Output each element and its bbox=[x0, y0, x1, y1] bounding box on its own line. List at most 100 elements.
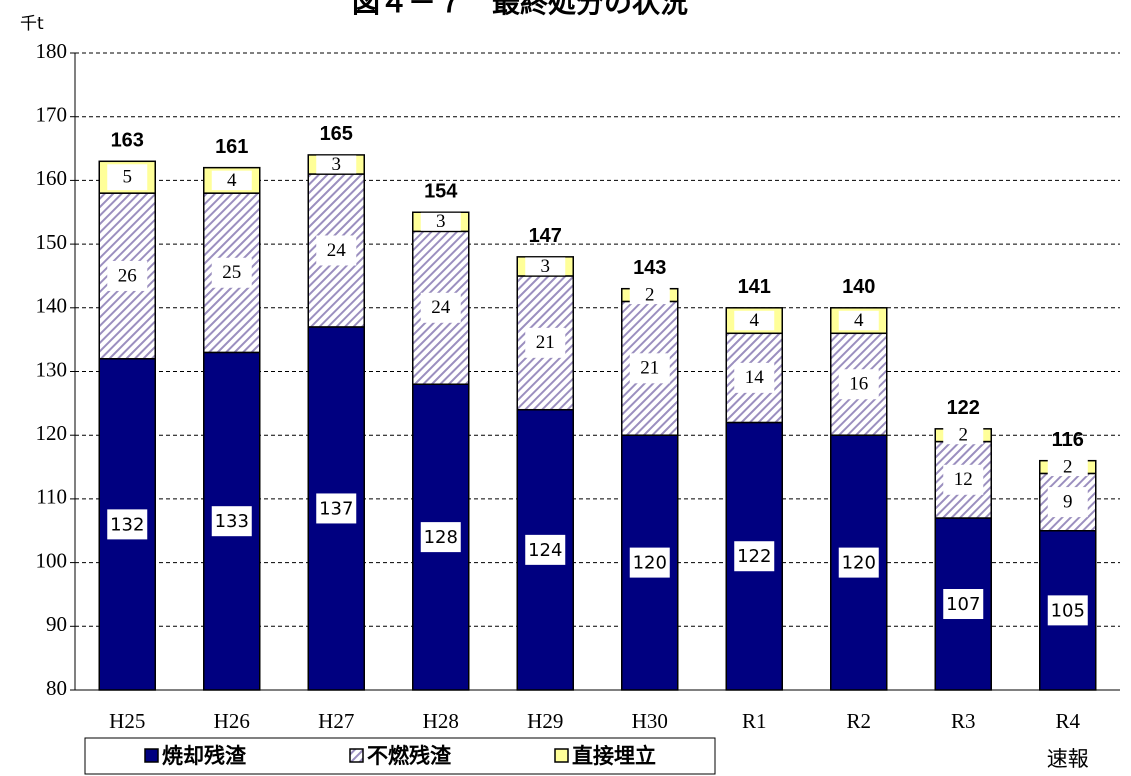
total-label: 161 bbox=[215, 136, 248, 158]
total-label: 116 bbox=[1052, 429, 1084, 451]
value-label-box bbox=[107, 260, 148, 291]
value-label: 4 bbox=[854, 310, 864, 331]
x-tick-label: R3 bbox=[951, 709, 976, 733]
value-label: 3 bbox=[436, 211, 446, 232]
value-label: 105 bbox=[1051, 600, 1085, 621]
y-tick-label: 170 bbox=[36, 103, 68, 127]
value-label-box bbox=[734, 362, 775, 393]
legend-swatch bbox=[144, 748, 159, 763]
value-label: 24 bbox=[431, 297, 451, 318]
value-label: 3 bbox=[541, 256, 551, 277]
y-tick-label: 140 bbox=[36, 294, 68, 318]
value-label: 120 bbox=[842, 553, 876, 574]
y-tick-label: 110 bbox=[36, 485, 67, 509]
value-label-box bbox=[1047, 595, 1088, 626]
total-label: 154 bbox=[424, 181, 458, 203]
value-label-box bbox=[211, 506, 252, 537]
y-tick-label: 80 bbox=[46, 676, 67, 700]
category-note: 速報 bbox=[1047, 747, 1089, 771]
value-label: 5 bbox=[123, 167, 133, 188]
x-tick-label: H28 bbox=[423, 709, 459, 733]
value-label-box bbox=[838, 369, 879, 400]
value-label-box bbox=[629, 353, 670, 384]
total-label: 143 bbox=[633, 257, 666, 279]
x-tick-label: H30 bbox=[632, 709, 668, 733]
value-label: 14 bbox=[745, 367, 765, 388]
total-label: 140 bbox=[842, 276, 875, 298]
value-label: 2 bbox=[1063, 456, 1073, 477]
total-label: 163 bbox=[111, 130, 144, 152]
value-label-box bbox=[316, 493, 357, 524]
legend-box bbox=[84, 737, 716, 775]
y-tick-label: 160 bbox=[36, 166, 68, 190]
value-label-box bbox=[838, 547, 879, 578]
total-label: 141 bbox=[738, 276, 771, 298]
value-label-box bbox=[107, 509, 148, 540]
x-tick-label: R2 bbox=[846, 709, 871, 733]
value-label: 12 bbox=[954, 469, 973, 490]
total-label: 147 bbox=[529, 225, 562, 247]
legend-swatch bbox=[554, 748, 569, 763]
x-tick-label: R1 bbox=[742, 709, 767, 733]
value-label-box bbox=[1047, 458, 1088, 477]
legend-label: 不燃残渣 bbox=[367, 744, 452, 768]
value-label: 21 bbox=[640, 358, 659, 379]
total-label: 165 bbox=[320, 123, 353, 145]
x-tick-label: R4 bbox=[1055, 709, 1080, 733]
value-label: 120 bbox=[633, 553, 667, 574]
value-label: 4 bbox=[750, 310, 760, 331]
value-label-box bbox=[525, 257, 566, 276]
total-label: 122 bbox=[947, 397, 980, 419]
value-label-box bbox=[838, 310, 879, 331]
y-tick-label: 150 bbox=[36, 230, 68, 254]
value-label: 2 bbox=[645, 284, 655, 305]
legend-label: 焼却残渣 bbox=[162, 744, 247, 768]
value-label-box bbox=[734, 541, 775, 572]
y-tick-label: 100 bbox=[36, 548, 68, 572]
value-label-box bbox=[943, 589, 984, 620]
legend-label: 直接埋立 bbox=[572, 744, 656, 768]
y-unit: 千t bbox=[20, 14, 44, 34]
value-label: 16 bbox=[849, 374, 868, 395]
value-label-box bbox=[420, 522, 461, 553]
y-tick-label: 90 bbox=[46, 612, 67, 636]
y-tick-label: 130 bbox=[36, 357, 68, 381]
x-tick-label: H29 bbox=[527, 709, 563, 733]
value-label-box bbox=[629, 286, 670, 305]
value-label: 21 bbox=[536, 332, 555, 353]
value-label-box bbox=[943, 426, 984, 445]
value-label-box bbox=[316, 235, 357, 266]
value-label: 137 bbox=[319, 498, 353, 519]
value-label-box bbox=[525, 534, 566, 565]
value-label-box bbox=[734, 310, 775, 331]
x-tick-label: H25 bbox=[109, 709, 145, 733]
chart-title: 図４－７ 最終処分の状況 bbox=[352, 0, 688, 19]
value-label-box bbox=[107, 164, 148, 191]
value-label: 24 bbox=[327, 240, 347, 261]
value-label-box bbox=[420, 212, 461, 231]
value-label-box bbox=[629, 547, 670, 578]
y-tick-label: 180 bbox=[36, 39, 68, 63]
value-label: 132 bbox=[110, 514, 144, 535]
value-label-box bbox=[525, 327, 566, 358]
value-label: 122 bbox=[737, 546, 771, 567]
value-label-box bbox=[211, 170, 252, 191]
legend-swatch bbox=[349, 748, 364, 763]
value-label: 26 bbox=[118, 265, 137, 286]
value-label: 107 bbox=[946, 594, 980, 615]
y-tick-label: 120 bbox=[36, 421, 68, 445]
value-label-box bbox=[211, 257, 252, 288]
value-label: 133 bbox=[215, 511, 249, 532]
value-label: 3 bbox=[332, 154, 342, 175]
value-label: 128 bbox=[424, 527, 458, 548]
value-label: 124 bbox=[528, 540, 562, 561]
value-label: 9 bbox=[1063, 491, 1073, 512]
value-label-box bbox=[316, 155, 357, 174]
value-label: 25 bbox=[222, 262, 241, 283]
value-label-box bbox=[943, 464, 984, 495]
value-label: 4 bbox=[227, 170, 237, 191]
value-label-box bbox=[1047, 487, 1088, 518]
x-tick-label: H26 bbox=[214, 709, 250, 733]
value-label: 2 bbox=[959, 425, 969, 446]
